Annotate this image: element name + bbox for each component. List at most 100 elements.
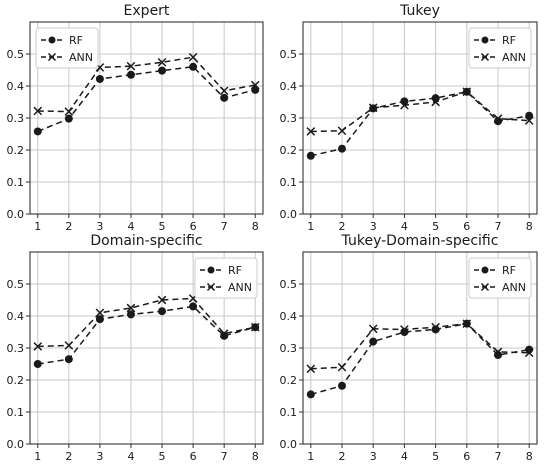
data-point-ann: [368, 324, 378, 334]
data-point-ann: [400, 325, 409, 334]
data-point-ann: [306, 127, 316, 136]
data-point-ann: [157, 295, 167, 305]
data-point-rf: [338, 381, 346, 390]
data-point-ann: [188, 52, 198, 62]
y-tick-label: 0.3: [7, 112, 25, 125]
y-tick-label: 0.2: [280, 144, 298, 157]
y-tick-label: 0.3: [7, 342, 25, 355]
data-point-ann: [306, 364, 316, 374]
data-point-ann: [33, 106, 43, 116]
series-line-rf: [37, 66, 256, 133]
data-point-rf: [369, 337, 378, 346]
y-tick-label: 0.1: [280, 176, 298, 189]
x-tick-label: 8: [526, 450, 533, 463]
x-tick-label: 2: [65, 220, 72, 233]
x-tick-label: 6: [463, 220, 470, 233]
data-point-ann: [400, 100, 409, 110]
series-line-rf: [310, 322, 530, 396]
data-point-rf: [33, 127, 42, 136]
y-tick-label: 0.1: [280, 406, 298, 419]
y-tick-label: 0.2: [7, 374, 25, 387]
x-tick-label: 5: [159, 220, 166, 233]
x-tick-label: 7: [495, 220, 502, 233]
series-line-rf: [310, 90, 530, 157]
y-tick-label: 0.2: [280, 374, 298, 387]
series-line-rf: [37, 305, 256, 365]
x-tick-label: 2: [339, 450, 346, 463]
legend-marker-rf: [207, 266, 215, 274]
data-point-rf: [95, 315, 104, 324]
data-point-ann: [33, 342, 43, 351]
chart-title: Tukey-Domain-specific: [341, 233, 499, 249]
x-tick-label: 6: [463, 450, 470, 463]
x-tick-label: 4: [401, 220, 408, 233]
data-point-ann: [493, 347, 503, 357]
data-point-ann: [493, 114, 503, 123]
data-point-rf: [33, 360, 42, 368]
x-tick-label: 8: [526, 220, 533, 233]
chart-title: Domain-specific: [90, 233, 202, 249]
data-point-ann: [126, 303, 136, 313]
y-tick-label: 0.1: [7, 406, 25, 419]
axes-frame: [302, 251, 538, 445]
data-point-rf: [338, 144, 346, 153]
x-tick-label: 6: [190, 450, 197, 463]
x-tick-label: 5: [432, 450, 439, 463]
x-tick-label: 1: [34, 220, 41, 233]
y-tick-label: 0.5: [7, 278, 25, 291]
x-tick-label: 1: [307, 220, 314, 233]
data-point-rf: [220, 93, 229, 102]
x-tick-label: 3: [370, 220, 377, 233]
y-tick-label: 0.2: [7, 144, 25, 157]
y-tick-label: 0.5: [7, 48, 25, 61]
data-point-rf: [95, 74, 104, 83]
y-tick-label: 0.4: [7, 310, 25, 323]
axes-frame: [302, 21, 538, 215]
legend-label-rf: RF: [502, 34, 516, 47]
x-tick-label: 4: [127, 450, 134, 463]
legend-marker-ann: [480, 52, 490, 62]
x-tick-label: 3: [96, 220, 103, 233]
legend-label-ann: ANN: [502, 281, 526, 294]
legend-marker-ann: [47, 52, 57, 62]
x-tick-label: 7: [221, 450, 228, 463]
y-tick-label: 0.5: [280, 48, 298, 61]
legend-marker-rf: [481, 266, 489, 274]
y-tick-label: 0.4: [280, 80, 298, 93]
legend-label-rf: RF: [502, 264, 516, 277]
data-point-rf: [158, 66, 167, 75]
data-point-ann: [250, 322, 260, 332]
data-point-rf: [126, 70, 135, 79]
x-tick-label: 2: [339, 220, 346, 233]
x-tick-label: 3: [370, 450, 377, 463]
data-point-rf: [220, 331, 229, 340]
y-tick-label: 0.0: [280, 438, 298, 451]
legend-marker-rf: [48, 36, 56, 44]
data-point-rf: [306, 390, 315, 399]
x-tick-label: 1: [34, 450, 41, 463]
x-tick-label: 7: [221, 220, 228, 233]
data-point-ann: [337, 362, 347, 372]
legend-label-ann: ANN: [228, 281, 252, 294]
x-tick-label: 8: [252, 220, 259, 233]
data-point-rf: [64, 355, 73, 364]
subplot-tukey-domain-specific: 1 2 3 4 5 6 7 8 0.0 0.1 0.2 0.3 0.4 0.5 Tukey-Domain-s…: [280, 233, 538, 463]
y-tick-label: 0.0: [280, 208, 298, 221]
axes-frame: [29, 21, 264, 215]
y-tick-label: 0.4: [7, 80, 25, 93]
data-point-ann: [95, 308, 105, 318]
subplot-tukey: 1 2 3 4 5 6 7 8 0.0 0.1 0.2 0.3 0.4 0.5 Tukey RF ANN: [280, 3, 538, 233]
x-tick-label: 4: [401, 450, 408, 463]
legend-marker-rf: [481, 36, 489, 44]
series-line-ann: [310, 90, 530, 133]
legend-marker-ann: [206, 282, 216, 292]
data-point-ann: [64, 341, 74, 350]
x-tick-label: 2: [65, 450, 72, 463]
data-point-ann: [64, 107, 74, 116]
y-tick-label: 0.4: [280, 310, 298, 323]
data-point-ann: [462, 319, 472, 329]
data-point-rf: [126, 310, 135, 319]
y-tick-label: 0.3: [280, 342, 298, 355]
data-point-rf: [189, 62, 198, 71]
